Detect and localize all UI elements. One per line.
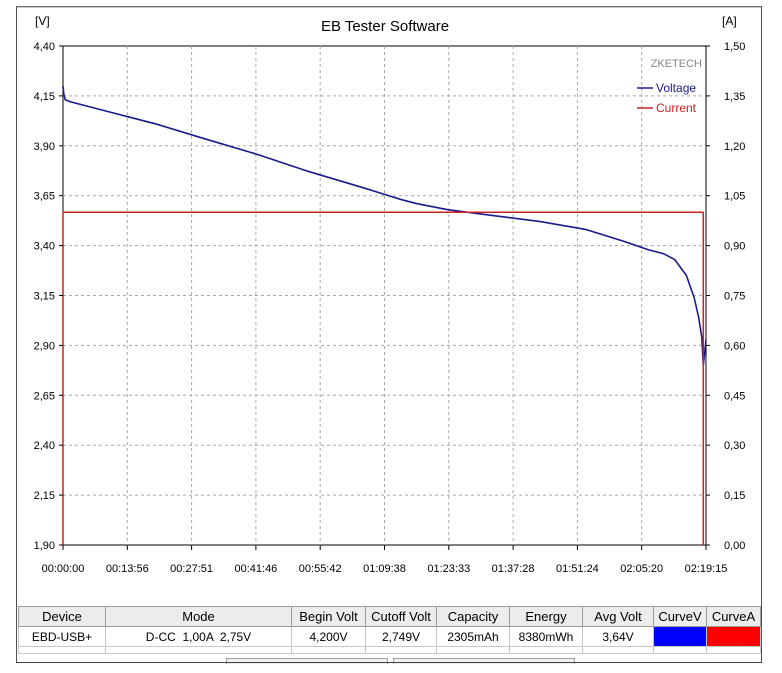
series-layer <box>62 85 707 545</box>
right-tick-label: 0,60 <box>724 340 745 352</box>
left-tick-label: 2,40 <box>34 440 55 452</box>
right-tick-label: 0,00 <box>724 540 745 552</box>
x-tick-label: 00:41:46 <box>234 563 277 575</box>
right-tick-label: 0,75 <box>724 291 745 303</box>
right-axis: 1,50 1,35 1,20 1,05 0,90 0,75 0,60 0,45 0,30 0,15… <box>706 41 745 552</box>
chart-title: EB Tester Software <box>321 18 449 35</box>
left-tick-label: 4,40 <box>34 41 55 53</box>
x-tick-label: 00:00:00 <box>42 563 85 575</box>
left-tick-label: 3,40 <box>34 241 55 253</box>
right-tick-label: 1,20 <box>724 141 745 153</box>
tab-stub[interactable] <box>226 658 388 664</box>
left-tick-label: 2,90 <box>34 340 55 352</box>
legend: Voltage Current <box>637 81 697 115</box>
cell-capacity: 2305mAh <box>436 626 510 647</box>
cell-mode: D-CC 1,00A 2,75V <box>105 626 292 647</box>
tab-stub[interactable] <box>393 658 575 664</box>
right-axis-unit: [A] <box>722 14 737 28</box>
cell-cutoff-volt: 2,749V <box>365 626 437 647</box>
right-tick-label: 1,35 <box>724 91 745 103</box>
cell-energy: 8380mWh <box>509 626 583 647</box>
cell-curve-v-swatch[interactable] <box>653 626 707 647</box>
header-energy[interactable]: Energy <box>509 606 583 627</box>
header-cutoff-volt[interactable]: Cutoff Volt <box>365 606 437 627</box>
header-device[interactable]: Device <box>18 606 106 627</box>
x-tick-label: 01:37:28 <box>492 563 535 575</box>
right-tick-label: 0,15 <box>724 490 745 502</box>
right-tick-label: 1,50 <box>724 41 745 53</box>
left-axis: 4,40 4,15 3,90 3,65 3,40 3,15 2,90 2,65 2,40 2,15… <box>34 41 63 552</box>
legend-voltage-label: Voltage <box>656 81 696 95</box>
cell-curve-a-swatch[interactable] <box>706 626 761 647</box>
x-tick-label: 02:19:15 <box>685 563 728 575</box>
x-axis: 00:00:00 00:13:56 00:27:51 00:41:46 00:55:42… <box>42 545 728 575</box>
left-tick-label: 1,90 <box>34 540 55 552</box>
grid-lines <box>63 46 706 545</box>
brand-label: ZKETECH <box>651 58 702 70</box>
x-tick-label: 02:05:20 <box>620 563 663 575</box>
left-axis-unit: [V] <box>35 14 50 28</box>
x-tick-label: 01:09:38 <box>363 563 406 575</box>
right-tick-label: 0,90 <box>724 241 745 253</box>
table-row[interactable]: EBD-USB+ D-CC 1,00A 2,75V 4,200V 2,749V … <box>18 626 761 647</box>
x-tick-label: 01:51:24 <box>556 563 599 575</box>
left-tick-label: 3,90 <box>34 141 55 153</box>
left-tick-label: 2,15 <box>34 490 55 502</box>
right-tick-label: 0,30 <box>724 440 745 452</box>
x-tick-label: 00:13:56 <box>106 563 149 575</box>
bottom-tab-strip <box>18 658 760 664</box>
x-tick-label: 01:23:33 <box>427 563 470 575</box>
table-header-row: Device Mode Begin Volt Cutoff Volt Capac… <box>18 606 761 627</box>
left-tick-label: 3,65 <box>34 191 55 203</box>
right-tick-label: 1,05 <box>724 191 745 203</box>
results-table: Device Mode Begin Volt Cutoff Volt Capac… <box>18 606 761 654</box>
cell-begin-volt: 4,200V <box>291 626 366 647</box>
cell-device: EBD-USB+ <box>18 626 106 647</box>
right-tick-label: 0,45 <box>724 390 745 402</box>
header-mode[interactable]: Mode <box>105 606 292 627</box>
x-tick-label: 00:55:42 <box>299 563 342 575</box>
header-avg-volt[interactable]: Avg Volt <box>582 606 654 627</box>
left-tick-label: 3,15 <box>34 291 55 303</box>
legend-current-label: Current <box>656 101 697 115</box>
cell-avg-volt: 3,64V <box>582 626 654 647</box>
header-curve-v[interactable]: CurveV <box>653 606 707 627</box>
table-row-empty <box>18 646 761 654</box>
left-tick-label: 4,15 <box>34 91 55 103</box>
x-tick-label: 00:27:51 <box>170 563 213 575</box>
left-tick-label: 2,65 <box>34 390 55 402</box>
header-begin-volt[interactable]: Begin Volt <box>291 606 366 627</box>
header-curve-a[interactable]: CurveA <box>706 606 761 627</box>
header-capacity[interactable]: Capacity <box>436 606 510 627</box>
current-series-line <box>62 211 705 545</box>
window-bottom-edge <box>16 662 762 663</box>
